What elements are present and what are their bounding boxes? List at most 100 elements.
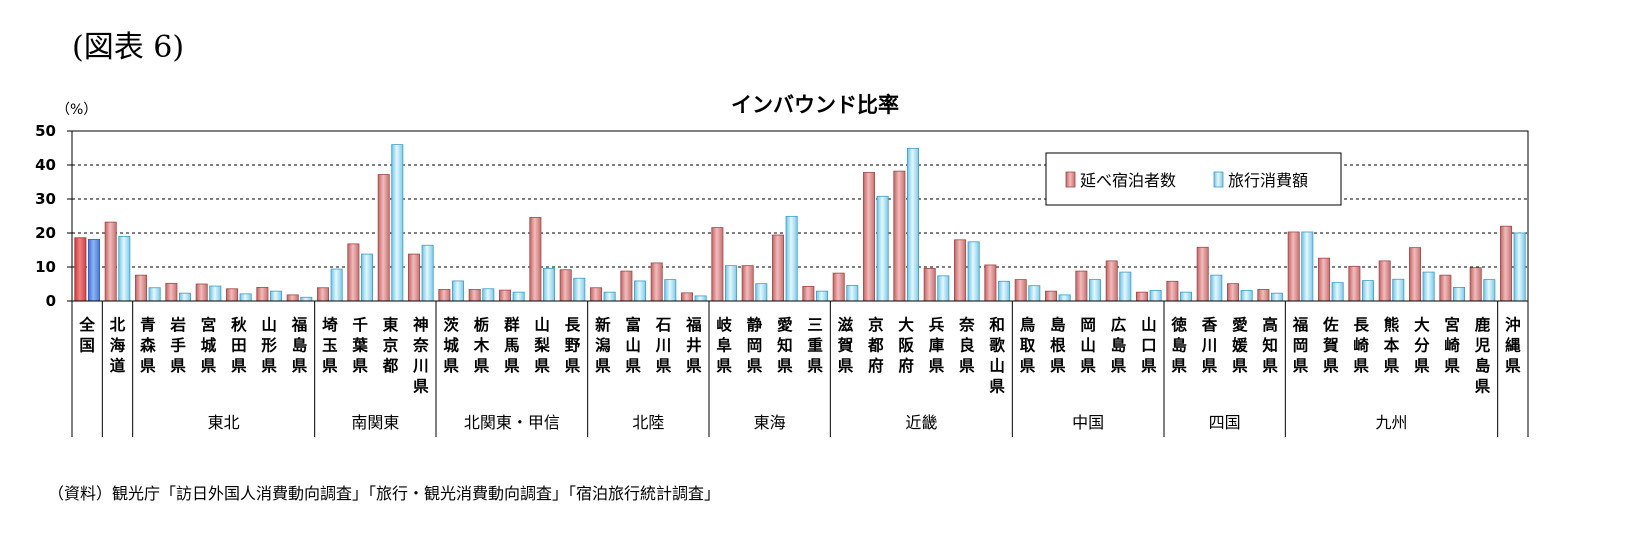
category-label: 鹿児島県	[1474, 315, 1491, 396]
bar-2-鳥取県	[1028, 285, 1041, 302]
bar-1-山形県	[256, 286, 269, 302]
region-label: 九州	[1375, 413, 1407, 432]
bar-1-神奈川県	[408, 253, 421, 302]
category-label: 京都府	[867, 315, 884, 375]
bar-1-岐阜県	[711, 227, 724, 302]
category-label: 長崎県	[1353, 316, 1369, 375]
category-label: 兵庫県	[929, 315, 945, 375]
bar-1-鹿児島県	[1469, 267, 1482, 302]
category-label: 島根県	[1050, 315, 1066, 375]
category-label: 富山県	[625, 315, 641, 375]
category-label: 香川県	[1201, 316, 1218, 375]
category-label: 青森県	[140, 315, 156, 375]
bar-2-石川県	[664, 279, 677, 302]
bar-1-滋賀県	[832, 272, 845, 302]
bar-2-福岡県	[1301, 231, 1314, 302]
bar-1-岩手県	[165, 282, 178, 302]
source-note: （資料）観光庁「訪日外国人消費動向調査」「旅行・観光消費動向調査」「宿泊旅行統計…	[48, 484, 721, 503]
plot-area-frame	[71, 130, 1529, 302]
bar-2-長崎県	[1361, 280, 1374, 302]
bar-1-兵庫県	[923, 267, 936, 302]
bar-2-広島県	[1119, 271, 1132, 302]
category-label: 福島県	[291, 315, 308, 375]
bar-1-新潟県	[590, 287, 603, 302]
region-label: 中国	[1072, 413, 1104, 432]
region-label: 北関東・甲信	[464, 413, 560, 432]
bar-2-滋賀県	[846, 284, 859, 302]
bar-1-沖縄県	[1500, 225, 1513, 302]
bar-2-神奈川県	[421, 244, 434, 302]
category-label: 福岡県	[1292, 315, 1309, 375]
category-label: 山梨県	[533, 316, 550, 375]
region-label: 南関東	[351, 413, 399, 432]
bar-1-埼玉県	[317, 287, 330, 302]
inbound-ratio-chart: インバウンド比率 （%） 0 10 20 30 40 50 全国北海道青森県岩手県宮城県秋…	[35, 93, 1529, 437]
bar-2-三重県	[815, 290, 828, 302]
category-labels: 全国北海道青森県岩手県宮城県秋田県山形県福島県埼玉県千葉県東京都神奈川県茨城県栃…	[78, 315, 1521, 396]
bar-1-静岡県	[741, 265, 754, 302]
category-label: 徳島県	[1170, 315, 1187, 375]
bar-1-福岡県	[1287, 231, 1300, 302]
bar-2-茨城県	[451, 280, 464, 302]
bar-1-北海道	[104, 221, 117, 302]
bar-2-熊本県	[1392, 278, 1405, 302]
category-label: 東京都	[382, 315, 399, 375]
y-tick-label-50: 50	[35, 122, 56, 140]
bar-2-香川県	[1210, 274, 1223, 302]
bar-1-山梨県	[529, 216, 542, 302]
legend-swatch-series-1	[1065, 171, 1076, 188]
bar-1-長野県	[559, 269, 572, 302]
category-label: 鳥取県	[1020, 315, 1036, 375]
category-label: 熊本県	[1384, 315, 1400, 375]
bar-2-福井県	[694, 295, 707, 302]
category-label: 大阪府	[898, 315, 914, 375]
bar-1-福井県	[681, 292, 694, 302]
category-label: 山形県	[261, 316, 277, 375]
category-label: 大分県	[1414, 315, 1430, 375]
category-label: 石川県	[655, 316, 672, 375]
legend-box	[1045, 152, 1342, 206]
bar-2-高知県	[1270, 292, 1283, 302]
bar-2-新潟県	[603, 291, 616, 302]
bar-2-秋田県	[239, 293, 252, 302]
bar-2-沖縄県	[1513, 232, 1526, 302]
bar-2-群馬県	[512, 291, 525, 302]
category-label: 愛媛県	[1231, 315, 1248, 375]
bar-2-長野県	[573, 277, 586, 302]
bar-1-京都府	[863, 172, 876, 302]
region-label: 北陸	[632, 413, 664, 432]
category-label: 茨城県	[443, 315, 459, 375]
y-tick-label-10: 10	[35, 258, 56, 276]
category-label: 岡山県	[1080, 316, 1096, 375]
bar-1-全国	[74, 237, 87, 302]
category-label: 山口県	[1141, 316, 1157, 375]
bar-1-香川県	[1196, 246, 1209, 302]
category-label: 宮崎県	[1444, 315, 1460, 375]
category-label: 沖縄県	[1505, 316, 1521, 375]
bar-2-愛知県	[785, 215, 798, 302]
bar-2-北海道	[118, 235, 131, 302]
bar-2-鹿児島県	[1483, 279, 1496, 302]
bar-1-奈良県	[954, 239, 967, 302]
y-tick-label-20: 20	[35, 224, 56, 242]
bar-1-宮崎県	[1439, 274, 1452, 302]
category-label: 三重県	[807, 316, 823, 375]
category-label: 和歌山県	[989, 316, 1005, 396]
bar-2-静岡県	[755, 283, 768, 302]
bar-1-熊本県	[1378, 260, 1391, 302]
category-label: 栃木県	[473, 315, 490, 375]
bar-1-千葉県	[347, 243, 360, 302]
category-label: 新潟県	[595, 315, 611, 375]
bar-1-三重県	[802, 285, 815, 302]
region-label: 東海	[754, 413, 786, 432]
bar-2-宮崎県	[1452, 286, 1465, 302]
legend: 延べ宿泊者数 旅行消費額	[1045, 152, 1342, 206]
bar-1-鳥取県	[1014, 279, 1027, 302]
bar-1-高知県	[1257, 289, 1270, 302]
y-tick-label-40: 40	[35, 156, 56, 174]
bar-2-島根県	[1058, 294, 1071, 302]
bar-1-徳島県	[1166, 280, 1179, 302]
category-label: 佐賀県	[1322, 315, 1339, 375]
bar-2-佐賀県	[1331, 282, 1344, 302]
bar-1-佐賀県	[1318, 257, 1331, 302]
